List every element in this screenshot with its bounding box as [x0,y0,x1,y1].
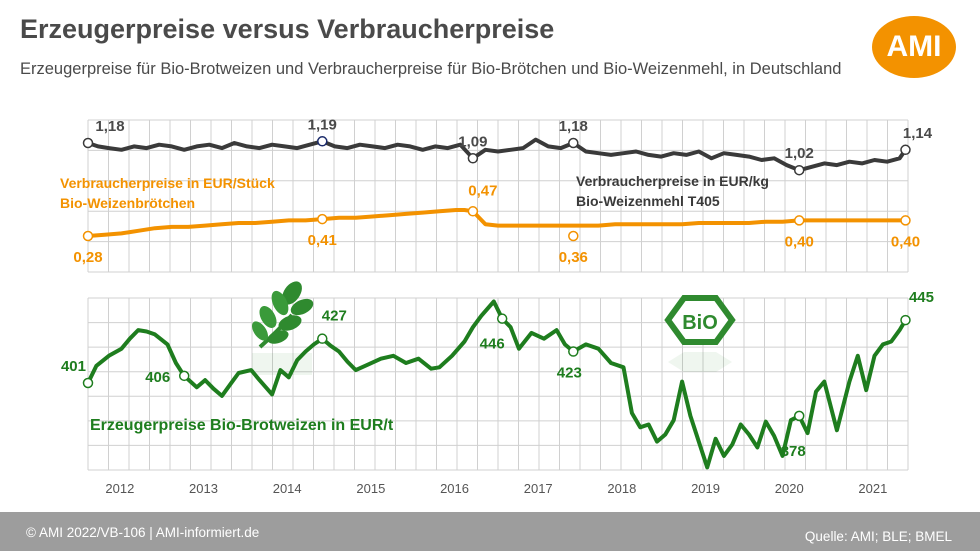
data-label: 1,18 [559,118,588,135]
series-line-0 [87,137,908,173]
rolls-series-name-line1: Verbraucherpreise in EUR/Stück [60,175,275,191]
data-point-marker [82,137,94,149]
data-point-marker [568,137,579,149]
wheat-series-name: Erzeugerpreise Bio-Brotweizen in EUR/t [90,417,394,434]
data-point-marker [467,206,479,217]
data-point-marker [82,230,94,242]
data-label: 1,18 [95,118,124,135]
data-point-marker [496,313,508,324]
x-tick-label: 2020 [775,481,804,496]
x-tick-label: 2019 [691,481,720,496]
data-label: 1,14 [903,125,933,142]
x-tick-label: 2014 [273,481,302,496]
data-point-marker [568,230,579,242]
rolls-series-name-line2: Bio-Weizenbrötchen [60,195,195,211]
data-label: 0,36 [559,249,588,266]
data-point-marker [793,164,805,176]
ami-logo: AMI [872,16,956,78]
data-label: 401 [61,358,86,375]
data-label: 1,19 [308,116,337,133]
x-tick-label: 2012 [105,481,134,496]
series-line-1 [87,208,906,238]
flour-series-name-line2: Bio-Weizenmehl T405 [576,193,720,209]
data-label: 423 [557,365,582,382]
data-label: 427 [322,308,347,325]
data-point-marker [178,370,190,382]
x-tick-label: 2013 [189,481,218,496]
series-line-2 [86,299,908,470]
x-tick-label: 2016 [440,481,469,496]
series-flour [87,137,908,173]
data-point-marker [317,136,328,147]
flour-series-name-line1: Verbraucherpreise in EUR/kg [576,173,769,189]
x-tick-label: 2018 [607,481,636,496]
data-label: 446 [480,336,505,353]
data-label: 406 [145,369,170,386]
data-point-marker [317,333,328,344]
bio-hexagon-text: BiO [682,312,718,334]
data-label: 0,28 [73,249,102,266]
data-point-marker [82,377,94,389]
data-label: 1,02 [785,145,814,162]
data-point-marker [568,346,579,357]
data-point-marker [900,314,911,326]
page-title: Erzeugerpreise versus Verbraucherpreise [20,14,555,44]
x-tick-label: 2015 [356,481,385,496]
data-point-marker [793,410,805,422]
data-point-marker [317,213,328,225]
series-wheat [86,299,908,470]
page-subtitle: Erzeugerpreise für Bio-Brotweizen und Ve… [20,60,842,78]
data-label: 0,41 [308,232,337,249]
data-point-marker [900,144,911,156]
footer-source: Quelle: AMI; BLE; BMEL [804,529,952,544]
lower-panel-grid [87,297,909,471]
price-chart: BiO 1,18 1,19 1,09 1,18 1,02 1,14 0,28 0,41 0,47… [60,116,934,496]
data-label: 1,09 [458,133,487,150]
wheat-leaf-icon [252,281,314,375]
series-rolls [87,208,906,238]
x-tick-label: 2017 [524,481,553,496]
data-point-marker [900,215,911,226]
data-point-marker [467,153,479,164]
data-label: 378 [781,443,806,460]
x-tick-label: 2021 [858,481,887,496]
footer-copyright: © AMI 2022/VB-106 | AMI-informiert.de [26,525,260,540]
data-label: 0,47 [468,182,497,199]
data-labels: 1,18 1,19 1,09 1,18 1,02 1,14 0,28 0,41 0,47 0,36… [61,116,934,460]
footer-bar: © AMI 2022/VB-106 | AMI-informiert.de Qu… [0,512,980,551]
data-point-marker [793,215,805,226]
data-label: 0,40 [785,233,814,250]
x-axis-ticks: 2012 2013 2014 2015 2016 2017 2018 2019 2020 2021 [105,481,887,496]
bio-hexagon-icon: BiO [664,295,736,372]
data-label: 445 [909,289,934,306]
data-label: 0,40 [891,233,920,250]
